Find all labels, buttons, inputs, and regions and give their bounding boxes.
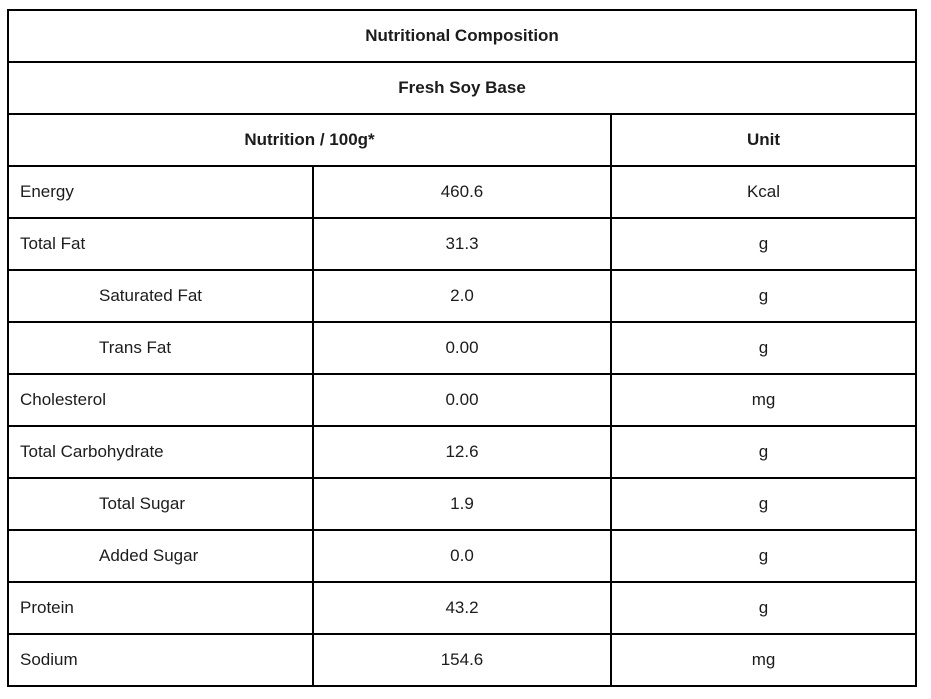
nutrient-value-cell: 0.00	[312, 321, 612, 375]
table-subtitle: Fresh Soy Base	[6, 61, 918, 115]
nutrient-unit-cell: Kcal	[609, 165, 918, 219]
nutrient-label-cell: Trans Fat	[7, 321, 314, 375]
nutrient-unit-cell: g	[609, 269, 918, 323]
nutrient-value-cell: 12.6	[312, 425, 612, 479]
header-row: Nutrition / 100g* Unit	[7, 113, 918, 167]
nutrient-unit-cell: g	[609, 217, 918, 271]
table-row: Total Fat 31.3 g	[7, 217, 918, 271]
nutrient-value-cell: 43.2	[312, 581, 612, 635]
table-row: Cholesterol 0.00 mg	[7, 373, 918, 427]
nutrient-label-cell: Total Sugar	[7, 477, 314, 531]
table-row: Sodium 154.6 mg	[7, 633, 918, 687]
nutrient-label-cell: Energy	[7, 165, 314, 219]
table-row: Protein 43.2 g	[7, 581, 918, 635]
table-title: Nutritional Composition	[6, 9, 918, 63]
nutrient-label-cell: Cholesterol	[7, 373, 314, 427]
subtitle-row: Fresh Soy Base	[6, 61, 918, 115]
table-row: Saturated Fat 2.0 g	[7, 269, 918, 323]
nutrient-unit-cell: g	[609, 425, 918, 479]
nutrient-value-cell: 0.00	[312, 373, 612, 427]
table-row: Energy 460.6 Kcal	[7, 165, 918, 219]
nutrient-unit-cell: g	[609, 321, 918, 375]
nutrient-value-cell: 2.0	[312, 269, 612, 323]
nutrient-label-cell: Total Carbohydrate	[7, 425, 314, 479]
nutrient-value-cell: 1.9	[312, 477, 612, 531]
nutrient-label-cell: Sodium	[7, 633, 314, 687]
nutrition-column-header: Nutrition / 100g*	[7, 113, 612, 167]
table-row: Total Carbohydrate 12.6 g	[7, 425, 918, 479]
table-row: Added Sugar 0.0 g	[7, 529, 918, 583]
nutrition-table: Nutritional Composition Fresh Soy Base N…	[6, 9, 918, 687]
nutrient-unit-cell: mg	[609, 373, 918, 427]
nutrient-label-cell: Total Fat	[7, 217, 314, 271]
table-row: Trans Fat 0.00 g	[7, 321, 918, 375]
nutrient-unit-cell: mg	[609, 633, 918, 687]
nutrient-value-cell: 460.6	[312, 165, 612, 219]
nutrient-value-cell: 31.3	[312, 217, 612, 271]
nutrient-unit-cell: g	[609, 477, 918, 531]
nutrient-value-cell: 154.6	[312, 633, 612, 687]
nutrient-label-cell: Added Sugar	[7, 529, 314, 583]
unit-column-header: Unit	[609, 113, 918, 167]
nutrient-label-cell: Protein	[7, 581, 314, 635]
nutrient-value-cell: 0.0	[312, 529, 612, 583]
nutrient-unit-cell: g	[609, 581, 918, 635]
nutrient-unit-cell: g	[609, 529, 918, 583]
nutrient-label-cell: Saturated Fat	[7, 269, 314, 323]
title-row: Nutritional Composition	[6, 9, 918, 63]
table-row: Total Sugar 1.9 g	[7, 477, 918, 531]
